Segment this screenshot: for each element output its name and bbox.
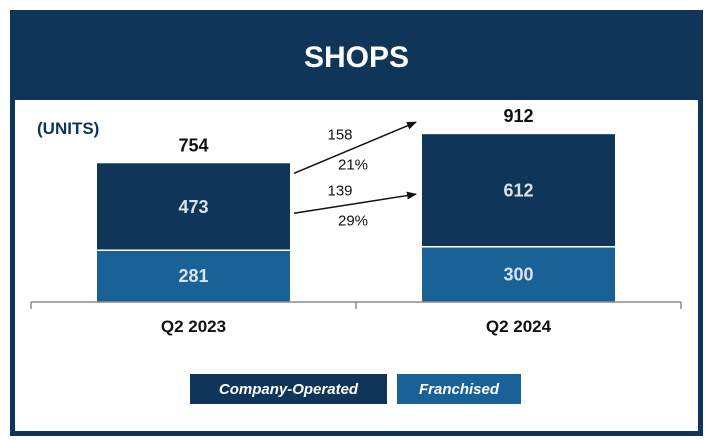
legend-franchised: Franchised [397,374,521,404]
growth-arrow [293,191,417,215]
bar-franchised-q2-2023 [97,250,290,302]
growth-change-label: 158 [327,127,352,144]
legend-company-operated: Company-Operated [190,374,387,404]
header-banner: SHOPS [15,15,698,100]
data-label: 612 [503,180,533,200]
data-label: 281 [178,266,208,286]
growth-change-label: 139 [327,183,352,200]
units-label: (UNITS) [37,119,100,138]
data-label: 473 [178,197,208,217]
x-tick-label: Q2 2023 [161,317,226,336]
page-title: SHOPS [303,40,410,74]
x-tick-label: Q2 2024 [486,317,552,336]
total-label: 754 [178,135,208,155]
data-label: 300 [503,264,533,284]
bar-company-operated-q2-2024 [422,134,615,247]
chart-frame: SHOPS 281 473 754 300 612 912 Q2 2023 Q2 2024 … [10,10,703,436]
growth-arrow [293,121,417,174]
total-label: 912 [503,106,533,126]
growth-percent-label: 29% [338,213,368,230]
legend-label: Company-Operated [218,380,359,398]
growth-percent-label: 21% [338,157,368,174]
bar-company-operated-q2-2023 [97,163,290,251]
bar-chart: 281 473 754 300 612 912 Q2 2023 Q2 2024 158 21%… [30,106,682,336]
legend-label: Franchised [418,380,500,398]
bar-franchised-q2-2024 [422,246,615,302]
